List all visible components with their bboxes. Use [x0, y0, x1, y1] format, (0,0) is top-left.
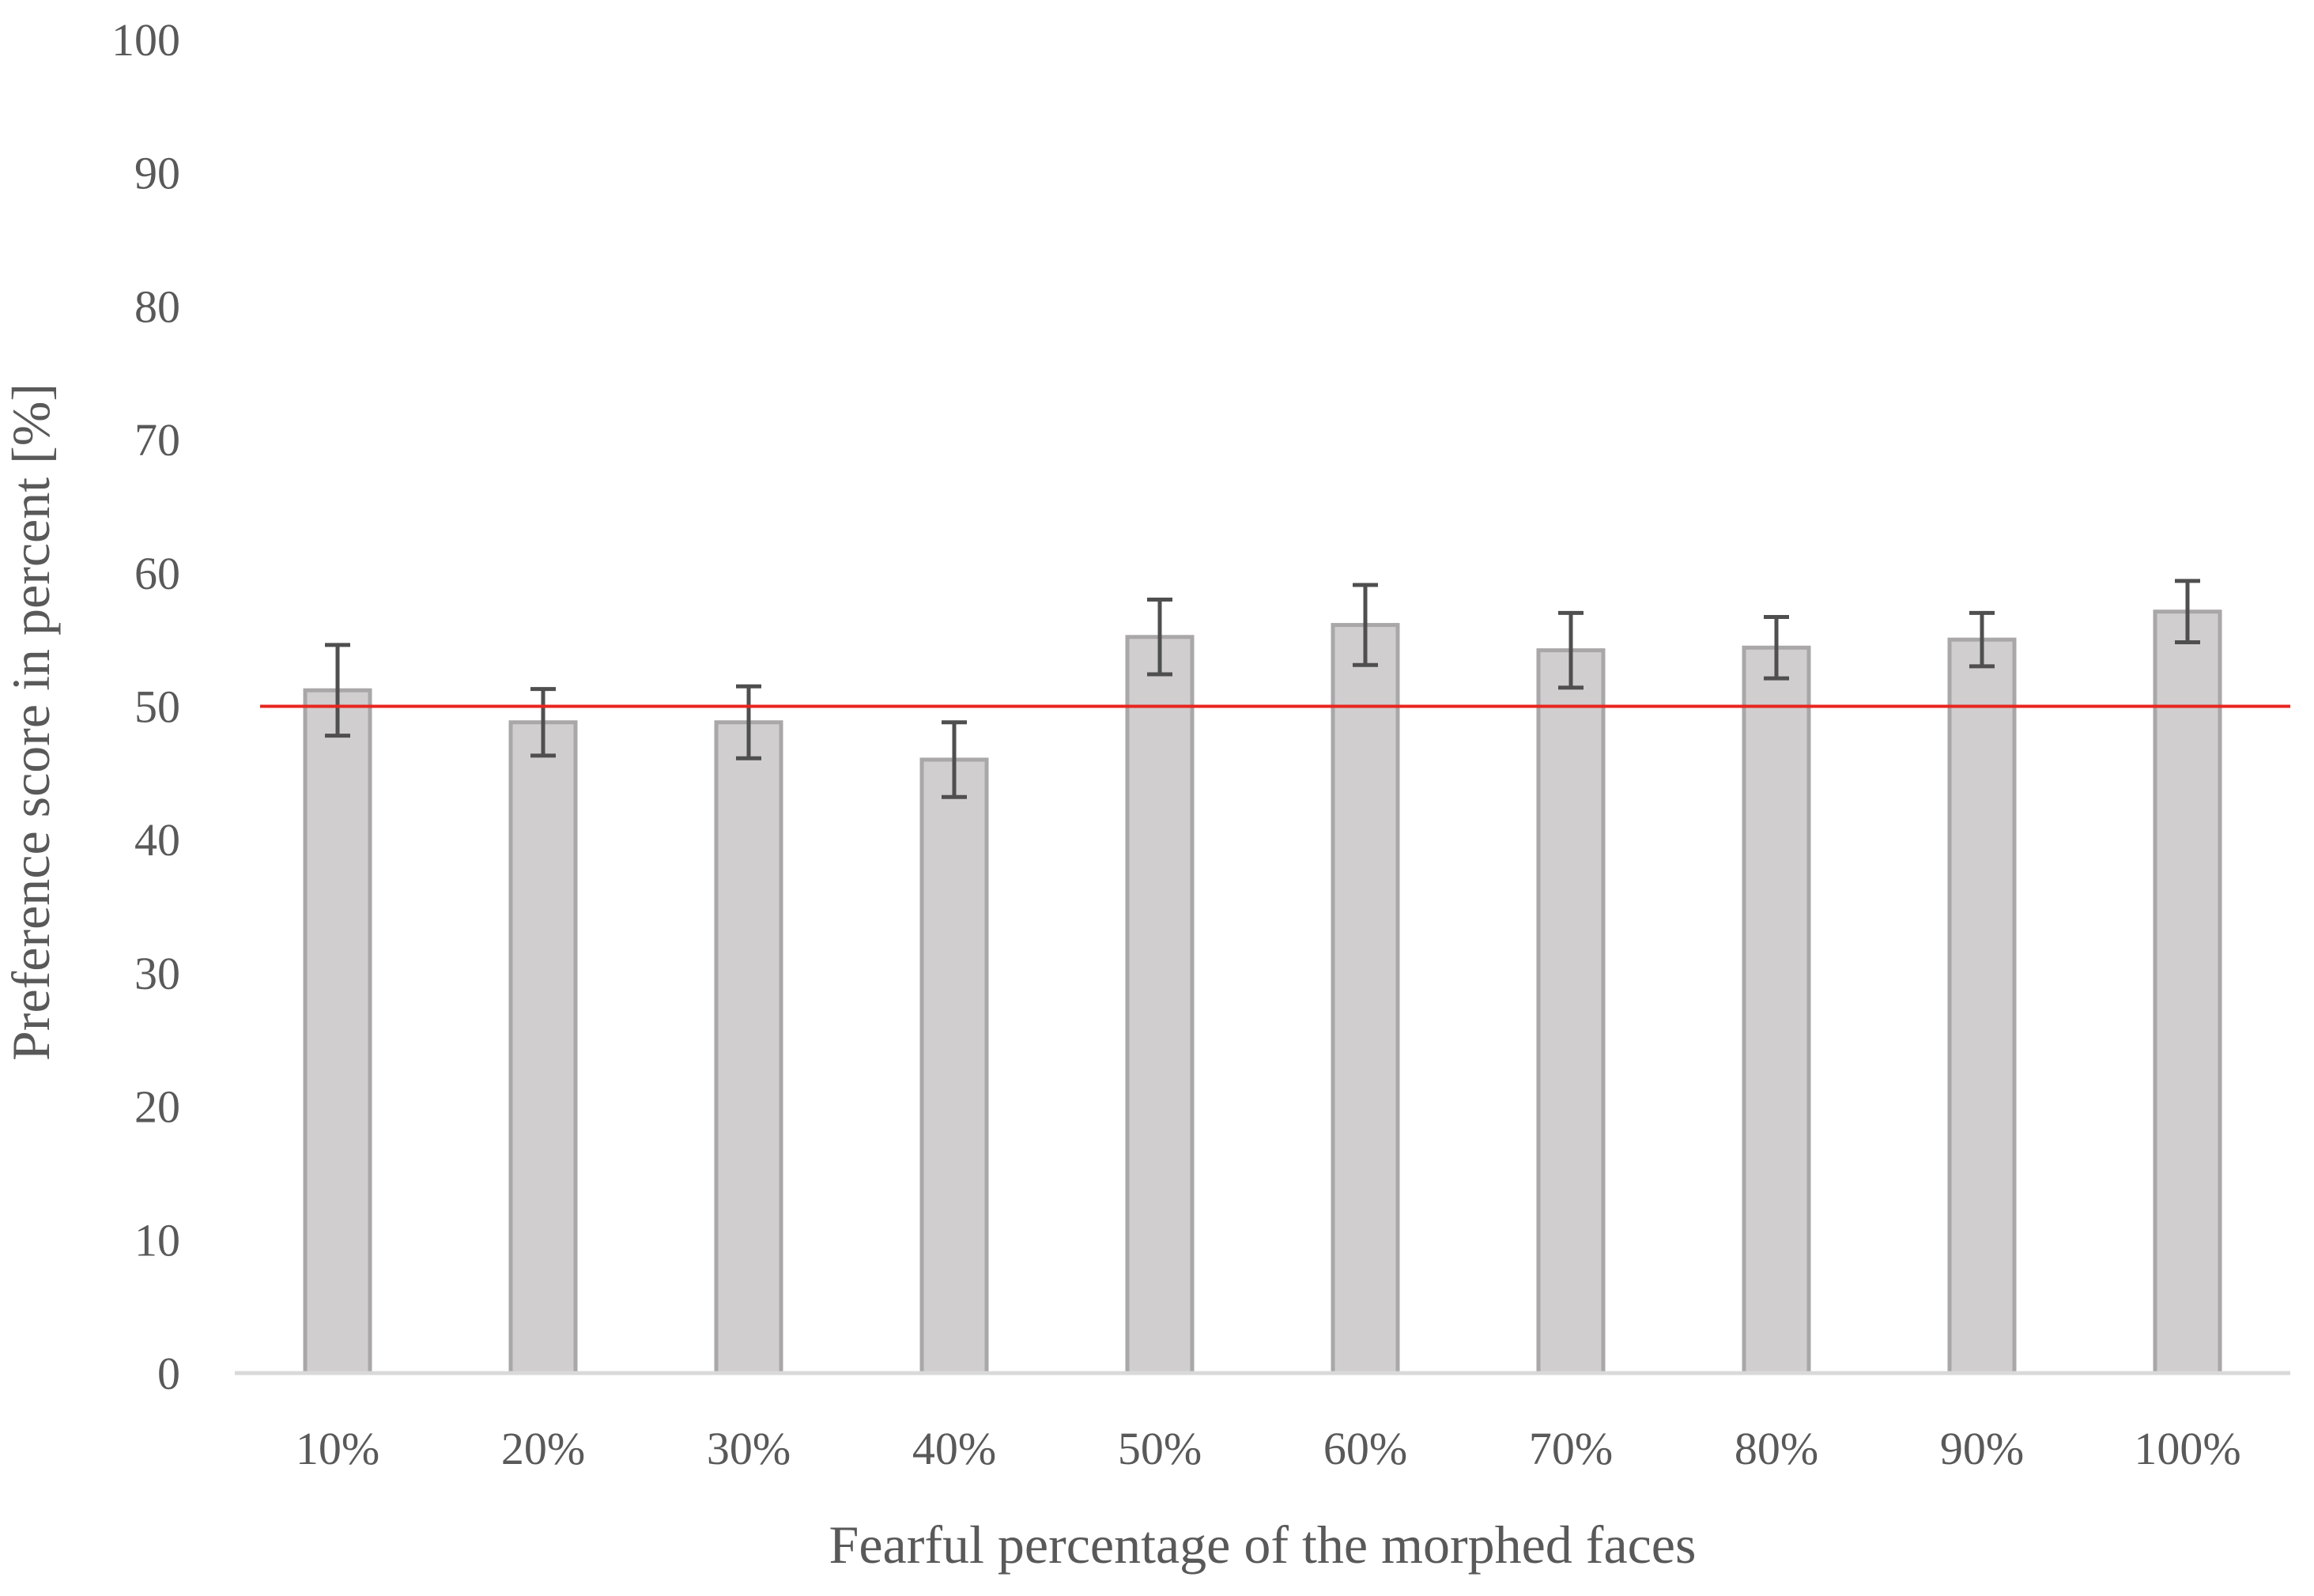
y-tick-label: 60	[134, 548, 180, 599]
x-tick-label: 10%	[296, 1423, 379, 1474]
x-tick-label: 20%	[501, 1423, 585, 1474]
y-tick-label: 90	[134, 148, 180, 199]
bar-30pct	[714, 720, 783, 1375]
bar-60pct	[1331, 623, 1400, 1375]
error-bar-50pct	[1147, 598, 1172, 677]
x-tick-labels: 10% 20% 30% 40% 50% 60% 70% 80% 90% 100%	[296, 1423, 2241, 1474]
bar-90pct	[1947, 637, 2017, 1375]
error-bar-60pct	[1353, 583, 1378, 667]
error-bar-10pct	[325, 643, 350, 738]
x-axis-title: Fearful percentage of the morphed faces	[829, 1515, 1697, 1575]
bar-80pct	[1742, 645, 1811, 1375]
x-tick-label: 50%	[1118, 1423, 1202, 1474]
x-tick-label: 60%	[1323, 1423, 1407, 1474]
y-tick-label: 10	[134, 1214, 180, 1266]
error-bar-70pct	[1558, 610, 1584, 690]
bar-40pct	[919, 757, 989, 1375]
bar-50pct	[1125, 635, 1195, 1375]
y-tick-label: 40	[134, 814, 180, 866]
x-tick-label: 90%	[1940, 1423, 2024, 1474]
bar-10pct	[303, 688, 372, 1375]
y-tick-label: 0	[157, 1348, 180, 1399]
bar-100pct	[2153, 609, 2222, 1375]
error-bar-20pct	[530, 687, 556, 758]
bar-70pct	[1536, 648, 1606, 1375]
bars	[303, 609, 2222, 1375]
x-tick-label: 30%	[707, 1423, 791, 1474]
y-tick-label: 20	[134, 1081, 180, 1133]
error-bar-80pct	[1764, 614, 1789, 681]
y-tick-label: 30	[134, 948, 180, 999]
y-tick-label: 80	[134, 281, 180, 332]
error-bar-30pct	[736, 684, 761, 760]
x-tick-label: 80%	[1735, 1423, 1818, 1474]
error-bar-90pct	[1969, 610, 1995, 669]
error-bars	[325, 579, 2200, 799]
y-tick-label: 50	[134, 681, 180, 733]
x-tick-label: 70%	[1529, 1423, 1613, 1474]
y-tick-label: 100	[111, 14, 180, 66]
error-bar-40pct	[942, 720, 967, 799]
bar-20pct	[508, 720, 578, 1375]
y-tick-label: 70	[134, 414, 180, 466]
error-bar-100pct	[2175, 579, 2200, 645]
y-tick-labels: 0 10 20 30 40 50 60 70 80 90 100	[111, 14, 180, 1399]
x-tick-label: 100%	[2134, 1423, 2240, 1474]
x-tick-label: 40%	[912, 1423, 996, 1474]
y-axis-title: Preference score in percent [%]	[1, 383, 61, 1061]
